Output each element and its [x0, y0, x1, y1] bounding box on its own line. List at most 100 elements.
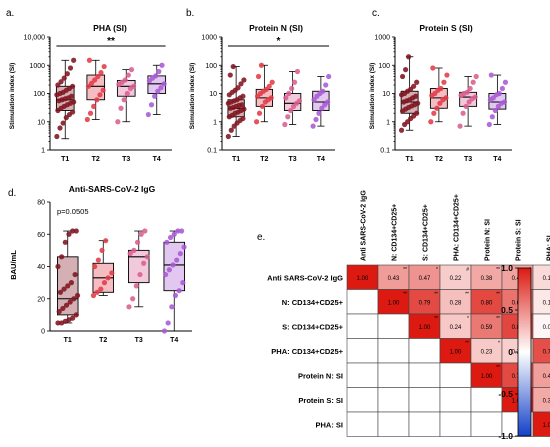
- x-tick-label: T1: [61, 156, 69, 163]
- panel-letter-b: b.: [186, 8, 194, 19]
- data-point: [158, 85, 164, 91]
- data-point: [258, 62, 265, 68]
- box-T3: [457, 73, 479, 129]
- data-point: [70, 109, 76, 115]
- box-T2: [428, 65, 450, 125]
- data-point: [415, 100, 421, 106]
- heatmap-cell-value: 0.43: [388, 276, 400, 282]
- data-point: [64, 71, 70, 77]
- data-point: [486, 121, 492, 128]
- data-point: [259, 103, 266, 109]
- data-point: [62, 239, 68, 245]
- x-tick-label: T4: [170, 337, 178, 344]
- data-point: [166, 267, 172, 273]
- data-point: [61, 75, 67, 81]
- y-axis-label-d: BAU/mL: [9, 250, 18, 280]
- y-tick-label: 60: [37, 232, 45, 239]
- heatmap-cell-significance: *: [467, 316, 469, 322]
- data-point: [131, 83, 137, 89]
- heatmap-column-label: PHA: CD134+CD25+: [454, 194, 461, 261]
- data-point: [316, 110, 322, 116]
- data-point: [58, 79, 64, 85]
- y-tick-label: 100: [33, 91, 45, 98]
- heatmap-row-label: S: CD134+CD25+: [282, 322, 343, 331]
- data-point: [167, 234, 174, 241]
- heatmap-column-label: PHA: SI: [547, 235, 550, 261]
- plot-area-d: T1 T2 T3 T4: [49, 202, 192, 344]
- data-point: [72, 271, 78, 278]
- data-point: [61, 286, 67, 292]
- data-point: [326, 73, 332, 80]
- box-T4: [161, 228, 187, 334]
- data-point: [311, 97, 317, 103]
- heatmap-cell-significance: **: [496, 316, 500, 322]
- heatmap-cell-value: 0.16: [543, 276, 550, 282]
- data-point: [428, 119, 434, 125]
- heatmap-cell: [377, 313, 410, 339]
- x-tick-label: T1: [232, 156, 240, 163]
- heatmap-cell: [439, 264, 472, 290]
- data-point: [172, 292, 179, 299]
- data-point: [99, 247, 105, 253]
- heatmap-cell-value: 1.00: [481, 374, 493, 380]
- data-point: [100, 87, 106, 93]
- data-point: [67, 299, 73, 305]
- y-axis-label-b: Stimulation index (SI): [189, 63, 196, 129]
- y-tick-label: 1: [41, 148, 45, 155]
- data-point: [163, 271, 169, 278]
- data-point: [57, 125, 63, 131]
- data-point: [460, 110, 466, 116]
- y-axis-label-a: Stimulation index (SI): [9, 63, 16, 129]
- data-point: [55, 263, 61, 270]
- data-point: [68, 280, 75, 286]
- heatmap-cell: [346, 387, 379, 413]
- data-point: [92, 77, 98, 83]
- data-point: [138, 231, 144, 237]
- y-tick-label: 10: [209, 91, 217, 98]
- y-ticks-d: 0 20 40 60 80: [37, 200, 50, 336]
- data-point: [71, 296, 77, 302]
- data-point: [55, 320, 61, 326]
- box-T1: [225, 63, 247, 140]
- data-point: [131, 247, 137, 253]
- data-point: [398, 127, 405, 133]
- data-point: [134, 239, 141, 245]
- significance-label: **: [107, 36, 115, 47]
- data-point: [178, 228, 185, 234]
- data-point: [180, 280, 186, 286]
- colorbar-tick-label: 0.5: [501, 305, 513, 315]
- heatmap-row-label: Anti SARS-CoV-2 IgG: [267, 273, 343, 282]
- data-point: [414, 110, 420, 116]
- heatmap-cell-value: 0.04: [543, 325, 550, 331]
- heatmap-cell-value: 0.80: [481, 300, 493, 306]
- data-point: [239, 102, 245, 108]
- y-tick-label: 1: [386, 119, 390, 126]
- data-point: [286, 90, 292, 97]
- data-point: [288, 107, 294, 114]
- data-point: [241, 106, 247, 112]
- data-point: [95, 257, 101, 263]
- heatmap-cell: [346, 362, 379, 388]
- colorbar-tick-label: -1.0: [498, 431, 513, 441]
- heatmap-cell: [532, 411, 550, 437]
- data-point: [133, 283, 139, 289]
- data-point: [463, 103, 469, 109]
- data-point: [320, 88, 326, 94]
- data-point: [235, 85, 241, 91]
- heatmap-cell: [377, 411, 410, 437]
- heatmap-cell: [377, 387, 410, 413]
- heatmap-column-label: Protein S: SI: [516, 219, 523, 261]
- heatmap-cell-significance: **: [496, 267, 500, 273]
- heatmap-column-label: Protein N: SI: [485, 219, 492, 261]
- data-point: [402, 67, 409, 73]
- data-point: [126, 304, 132, 310]
- plot-area-a: T1 T2 T3 T4 **: [49, 36, 172, 163]
- data-point: [165, 320, 171, 326]
- data-point: [282, 121, 288, 128]
- y-tick-label: 100: [205, 63, 217, 70]
- data-point: [325, 99, 331, 105]
- data-point: [91, 103, 97, 109]
- data-point: [438, 85, 444, 92]
- data-point: [227, 72, 233, 78]
